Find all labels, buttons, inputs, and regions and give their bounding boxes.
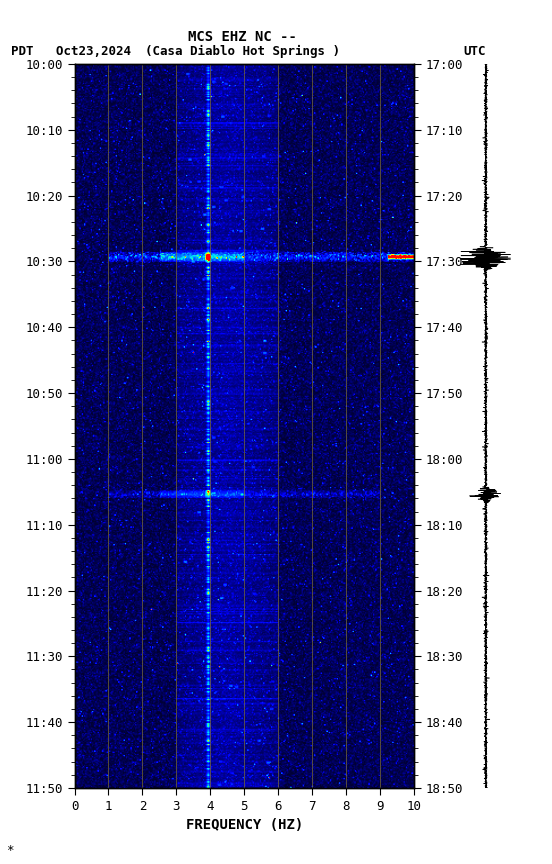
Text: (Casa Diablo Hot Springs ): (Casa Diablo Hot Springs ) xyxy=(145,45,341,58)
X-axis label: FREQUENCY (HZ): FREQUENCY (HZ) xyxy=(185,818,303,832)
Text: UTC: UTC xyxy=(464,45,486,58)
Text: MCS EHZ NC --: MCS EHZ NC -- xyxy=(188,30,298,44)
Text: PDT   Oct23,2024: PDT Oct23,2024 xyxy=(11,45,131,58)
Text: *: * xyxy=(6,843,13,856)
